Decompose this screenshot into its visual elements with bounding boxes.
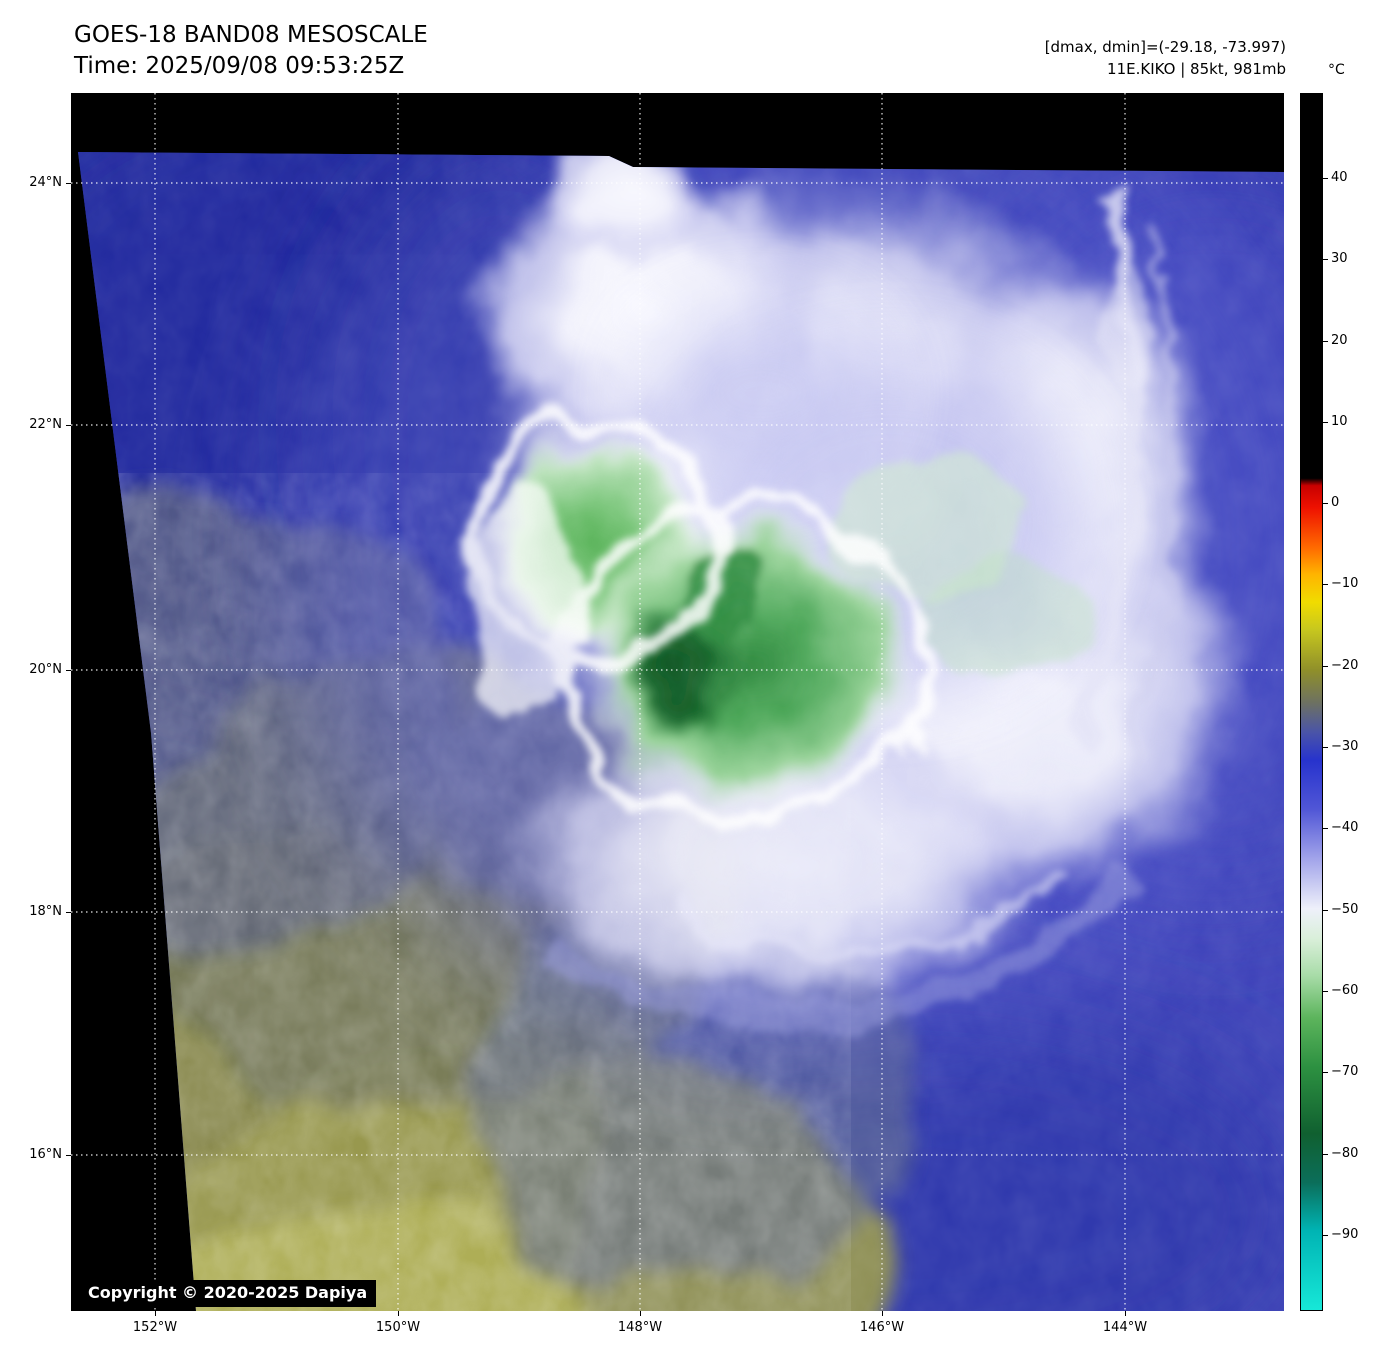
colorbar-tick-label: −30 [1331, 739, 1359, 754]
colorbar-tick-label: −70 [1331, 1064, 1359, 1079]
lat-label-24n: 24°N [29, 175, 62, 190]
satellite-map: Copyright © 2020-2025 Dapiya [71, 93, 1284, 1311]
colorbar-tick [1323, 991, 1328, 992]
colorbar-tick-label: −40 [1331, 820, 1359, 835]
y-tick [66, 183, 71, 184]
colorbar-tick [1323, 666, 1328, 667]
lat-label-18n: 18°N [29, 904, 62, 919]
data-swath [78, 152, 1284, 1311]
y-tick [66, 912, 71, 913]
colorbar-tick [1323, 584, 1328, 585]
copyright-badge: Copyright © 2020-2025 Dapiya [79, 1280, 377, 1307]
lat-label-22n: 22°N [29, 417, 62, 432]
colorbar-tick-label: 40 [1331, 170, 1348, 185]
page-title: GOES-18 BAND08 MESOSCALE [74, 22, 428, 48]
colorbar-tick [1323, 422, 1328, 423]
colorbar-tick-label: 10 [1331, 414, 1348, 429]
colorbar-tick [1323, 178, 1328, 179]
colorbar-tick-label: −80 [1331, 1146, 1359, 1161]
colorbar-tick [1323, 1235, 1328, 1236]
y-tick [66, 670, 71, 671]
colorbar-tick [1323, 259, 1328, 260]
x-tick [155, 1311, 156, 1316]
colorbar-tick-label: −90 [1331, 1227, 1359, 1242]
y-tick [66, 1155, 71, 1156]
colorbar-tick [1323, 503, 1328, 504]
header-right: [dmax, dmin]=(-29.18, -73.997) 11E.KIKO … [1045, 36, 1286, 80]
temperature-colorbar [1300, 93, 1323, 1311]
lon-label-150w: 150°W [375, 1320, 421, 1335]
y-tick [66, 425, 71, 426]
satellite-image [71, 93, 1284, 1311]
colorbar-tick-label: −20 [1331, 658, 1359, 673]
lon-label-146w: 146°W [859, 1320, 905, 1335]
storm-info-label: 11E.KIKO | 85kt, 981mb [1107, 60, 1286, 78]
colorbar-tick [1323, 747, 1328, 748]
dmax-dmin-label: [dmax, dmin]=(-29.18, -73.997) [1044, 38, 1286, 56]
colorbar-tick-label: 0 [1331, 495, 1340, 510]
colorbar-tick-label: −60 [1331, 983, 1359, 998]
x-tick [640, 1311, 641, 1316]
x-tick [1125, 1311, 1126, 1316]
grid-lines [71, 93, 1284, 1311]
timestamp-label: Time: 2025/09/08 09:53:25Z [74, 53, 405, 79]
lon-label-152w: 152°W [132, 1320, 178, 1335]
colorbar-tick-label: 20 [1331, 333, 1348, 348]
x-tick [398, 1311, 399, 1316]
colorbar-tick [1323, 341, 1328, 342]
colorbar-tick-label: −50 [1331, 902, 1359, 917]
lon-label-144w: 144°W [1102, 1320, 1148, 1335]
colorbar-tick-label: 30 [1331, 251, 1348, 266]
colorbar-tick-label: −10 [1331, 576, 1359, 591]
colorbar-tick [1323, 1072, 1328, 1073]
colorbar-unit-label: °C [1328, 62, 1345, 78]
colorbar-tick [1323, 1154, 1328, 1155]
x-tick [882, 1311, 883, 1316]
colorbar-tick [1323, 910, 1328, 911]
colorbar-tick [1323, 828, 1328, 829]
lon-label-148w: 148°W [617, 1320, 663, 1335]
lat-label-20n: 20°N [29, 662, 62, 677]
lat-label-16n: 16°N [29, 1147, 62, 1162]
